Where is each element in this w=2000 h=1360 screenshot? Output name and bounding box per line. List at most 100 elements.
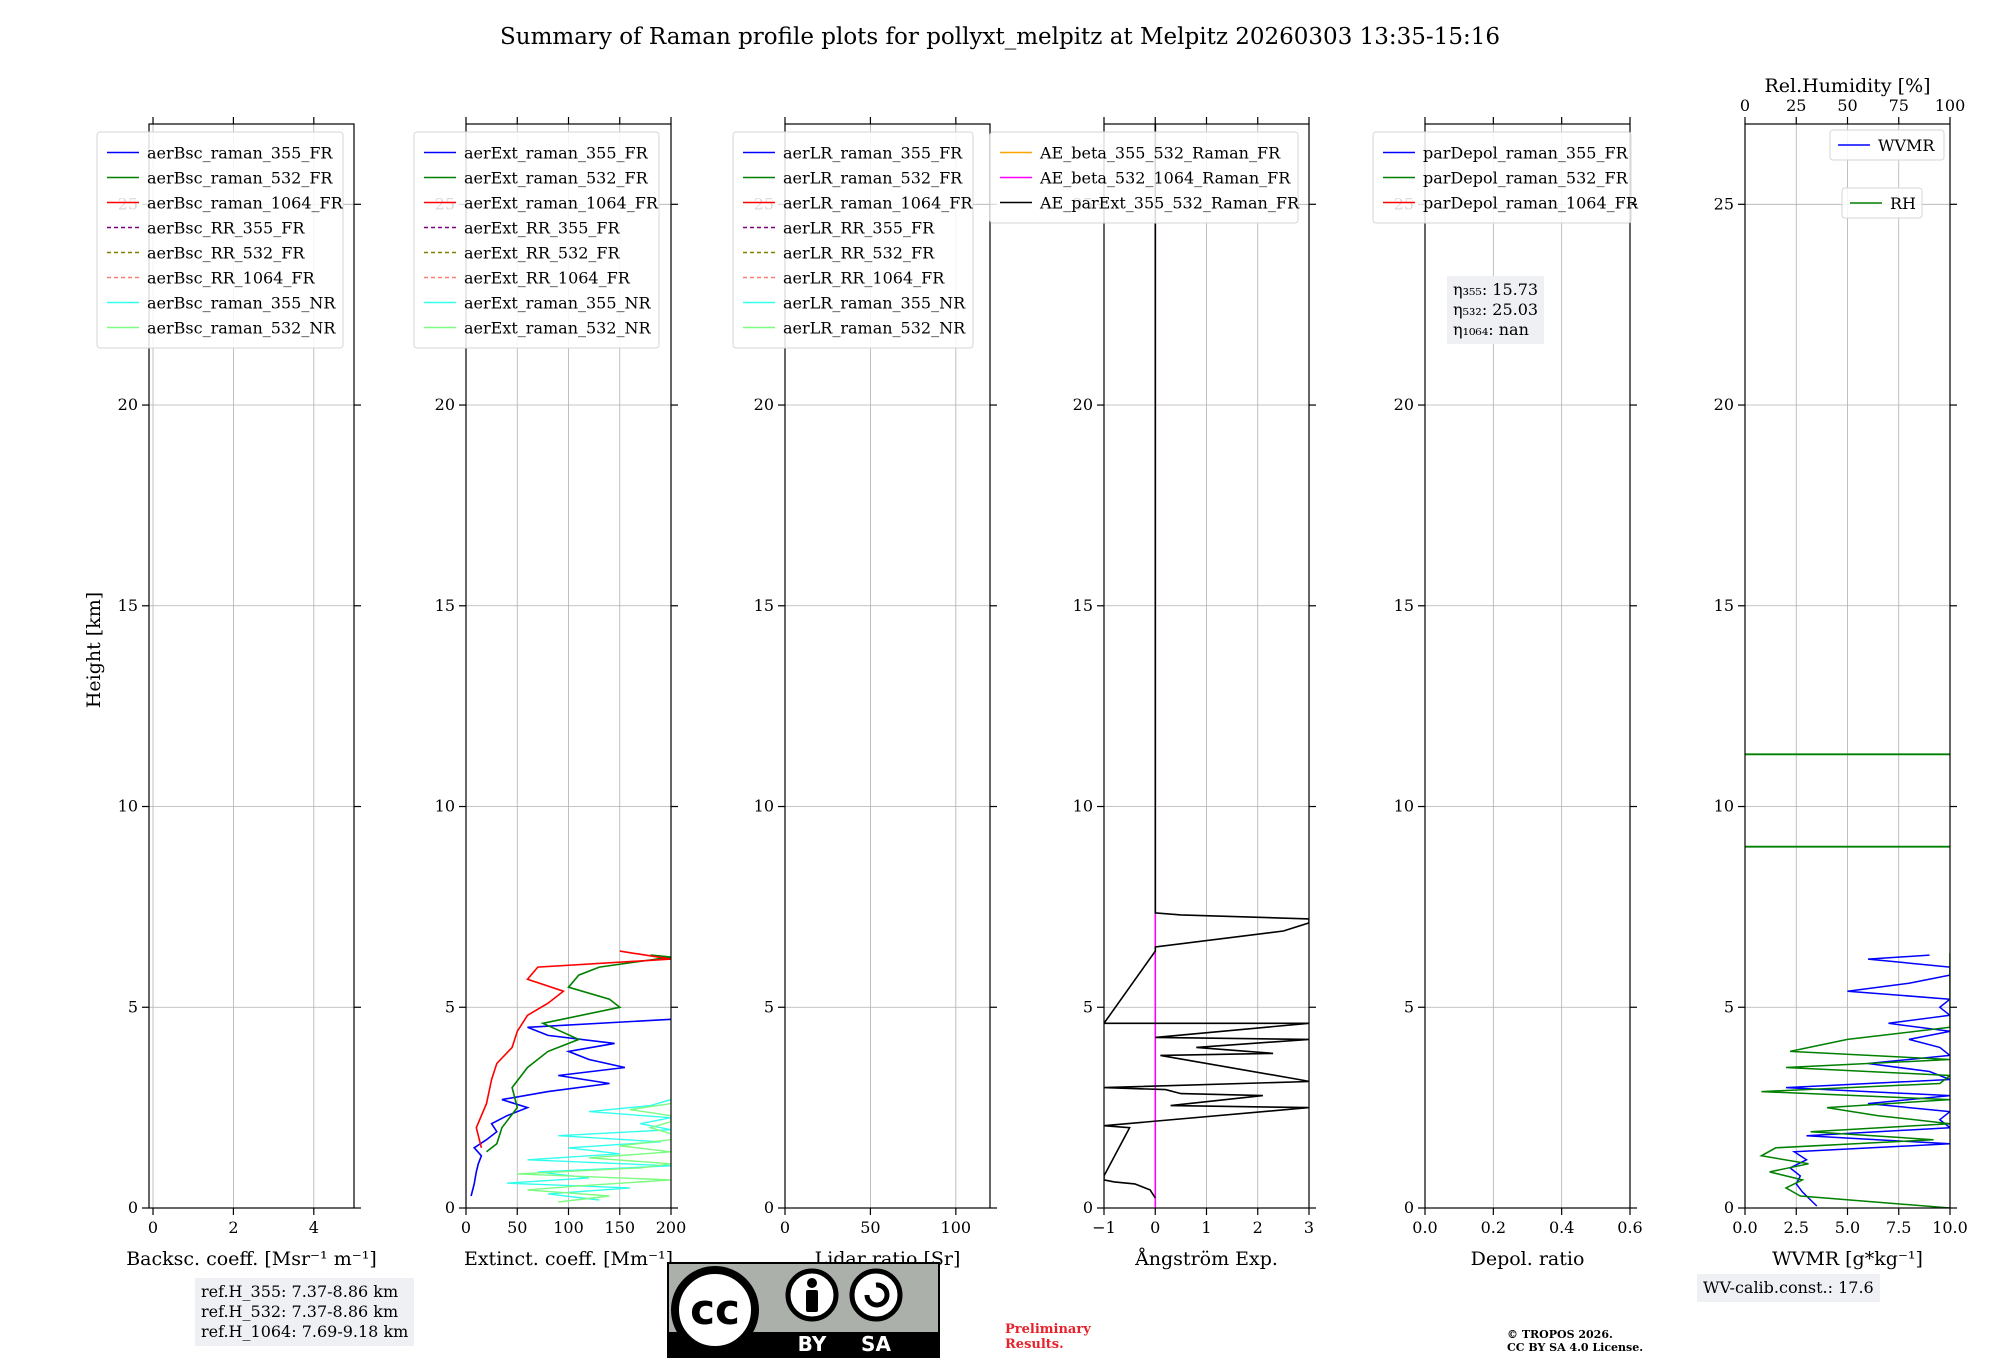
legend-label: aerBsc_raman_532_NR [147, 319, 336, 338]
series-aerExt_raman_355_FR [470, 1018, 671, 1197]
x-tick-label: 150 [604, 1218, 635, 1237]
legend-label: aerExt_raman_532_FR [464, 169, 649, 188]
x-tick-label: 0.4 [1549, 1218, 1574, 1237]
y-tick-label: 15 [1394, 596, 1414, 615]
legend-label: aerExt_raman_355_FR [464, 144, 649, 163]
x-tick-label: 0 [1150, 1218, 1160, 1237]
y-tick-label: 0 [1083, 1198, 1093, 1217]
series-AE_parExt_355_532_Raman_FR [1104, 124, 1309, 1199]
legend-extinction: aerExt_raman_355_FR aerExt_raman_532_FRae… [413, 131, 660, 349]
legend-label: aerLR_raman_532_FR [783, 169, 963, 188]
top-x-axis-label: Rel.Humidity [%] [1764, 75, 1930, 97]
y-tick-label: 0 [1724, 1198, 1734, 1217]
person-body-icon [806, 1290, 818, 1312]
legend-box [1372, 131, 1632, 224]
copyright-line-2: CC BY SA 4.0 License. [1507, 1341, 1644, 1354]
legend-depol: parDepol_raman_355_FR parDepol_raman_532_… [1372, 131, 1639, 224]
series-group [1745, 753, 1950, 1208]
legend-label: aerExt_RR_532_FR [464, 244, 621, 263]
x-axis-label: WVMR [g*kg⁻¹] [1772, 1248, 1923, 1270]
legend-label: aerBsc_raman_355_FR [147, 144, 333, 163]
y-tick-label: 0 [1404, 1198, 1414, 1217]
x-tick-label: 50 [860, 1218, 880, 1237]
x-tick-label: 7.5 [1886, 1218, 1911, 1237]
series-aerExt_raman_1064_FR [475, 950, 671, 1148]
x-axis-label: Ångström Exp. [1134, 1248, 1278, 1270]
y-tick-label: 5 [764, 997, 774, 1016]
x-tick-label: 100 [553, 1218, 584, 1237]
series-RH [1759, 953, 1950, 1208]
y-tick-label: 20 [1073, 395, 1093, 414]
share-alike-icon [849, 1268, 903, 1322]
legend-label: aerExt_RR_1064_FR [464, 269, 631, 288]
legend-label: AE_beta_532_1064_Raman_FR [1039, 169, 1291, 188]
y-tick-label: 15 [435, 596, 455, 615]
y-tick-label: 0 [445, 1198, 455, 1217]
series-WVMR [1785, 954, 1950, 1207]
y-tick-label: 10 [754, 797, 774, 816]
top-x-tick-label: 25 [1786, 96, 1806, 115]
x-tick-label: 100 [941, 1218, 972, 1237]
legend-label: aerExt_RR_355_FR [464, 219, 621, 238]
legend-label: WVMR [1878, 136, 1935, 155]
legend-label: aerBsc_raman_355_NR [147, 294, 336, 313]
panel-backscatter: 0240510152025Backsc. coeff. [Msr⁻¹ m⁻¹]a… [96, 117, 377, 1270]
legend-label: RH [1890, 194, 1916, 213]
preliminary-line-1: Preliminary [1005, 1322, 1091, 1337]
y-tick-label: 5 [445, 997, 455, 1016]
wv-calibration-constant: WV-calib.const.: 17.6 [1703, 1278, 1874, 1297]
x-tick-label: 2 [1253, 1218, 1263, 1237]
legend-label: aerBsc_RR_532_FR [147, 244, 305, 263]
x-tick-label: 0.0 [1732, 1218, 1757, 1237]
x-axis-label: Backsc. coeff. [Msr⁻¹ m⁻¹] [126, 1248, 377, 1270]
x-tick-label: 10.0 [1932, 1218, 1968, 1237]
eta-1064: η₁₀₆₄: nan [1453, 320, 1529, 339]
x-tick-label: 0 [148, 1218, 158, 1237]
panel-angstrom: −101230510152025Ångström Exp.AE_beta_355… [989, 117, 1316, 1270]
legend-label: aerExt_raman_1064_FR [464, 194, 659, 213]
x-tick-label: 50 [507, 1218, 527, 1237]
preliminary-results-note: Preliminary Results. [1005, 1322, 1091, 1352]
x-tick-label: 0.0 [1412, 1218, 1437, 1237]
cc-text: cc [690, 1285, 740, 1334]
copyright-line-1: © TROPOS 2026. [1507, 1328, 1613, 1341]
legend-label: aerBsc_raman_1064_FR [147, 194, 344, 213]
legend-label: aerLR_RR_532_FR [783, 244, 935, 263]
person-head-icon [807, 1278, 817, 1288]
panel-wvmr: 0.0 2.5 5.0 7.5 10.0 0 5 10 15 20 25 WVMR [g*kg⁻¹] 0… [1714, 75, 1968, 1270]
panels: 0240510152025Backsc. coeff. [Msr⁻¹ m⁻¹]a… [96, 75, 1968, 1270]
legend-box [989, 131, 1299, 224]
panel-lidar_ratio: 0501000510152025Lidar ratio [Sr]aerLR_ra… [732, 117, 997, 1270]
plot-frame [1424, 123, 1631, 1209]
y-tick-label: 10 [1714, 797, 1734, 816]
legend-label: aerBsc_RR_1064_FR [147, 269, 316, 288]
legend-label: aerBsc_RR_355_FR [147, 219, 305, 238]
x-tick-label: 0.2 [1481, 1218, 1506, 1237]
y-tick-label: 0 [128, 1198, 138, 1217]
series-aerExt_raman_532_FR [486, 954, 671, 1153]
x-tick-label: 0 [461, 1218, 471, 1237]
share-alike-arrow-icon [864, 1282, 890, 1308]
sa-label: SA [861, 1332, 891, 1356]
y-tick-label: 15 [1073, 596, 1093, 615]
legend-label: aerLR_raman_355_FR [783, 144, 963, 163]
plot-frame [148, 123, 355, 1209]
top-x-tick-label: 100 [1935, 96, 1966, 115]
legend-label: parDepol_raman_355_FR [1423, 144, 1629, 163]
wv-calibration-box: WV-calib.const.: 17.6 [1697, 1274, 1880, 1302]
y-tick-label: 10 [1073, 797, 1093, 816]
legend-label: aerLR_raman_1064_FR [783, 194, 973, 213]
legend-label: aerExt_raman_532_NR [464, 319, 652, 338]
top-x-tick-label: 50 [1837, 96, 1857, 115]
y-tick-label: 20 [435, 395, 455, 414]
cc-by-sa-badge: cc BY SA [667, 1262, 940, 1358]
copyright-note: © TROPOS 2026. CC BY SA 4.0 License. [1507, 1328, 1643, 1354]
plot-frame [784, 123, 991, 1209]
y-tick-label: 5 [1724, 997, 1734, 1016]
by-label: BY [798, 1332, 827, 1356]
legend-label: aerLR_raman_355_NR [783, 294, 966, 313]
legend-box [732, 131, 974, 349]
x-tick-label: 3 [1304, 1218, 1314, 1237]
x-tick-label: 2.5 [1784, 1218, 1809, 1237]
y-tick-label: 5 [1404, 997, 1414, 1016]
